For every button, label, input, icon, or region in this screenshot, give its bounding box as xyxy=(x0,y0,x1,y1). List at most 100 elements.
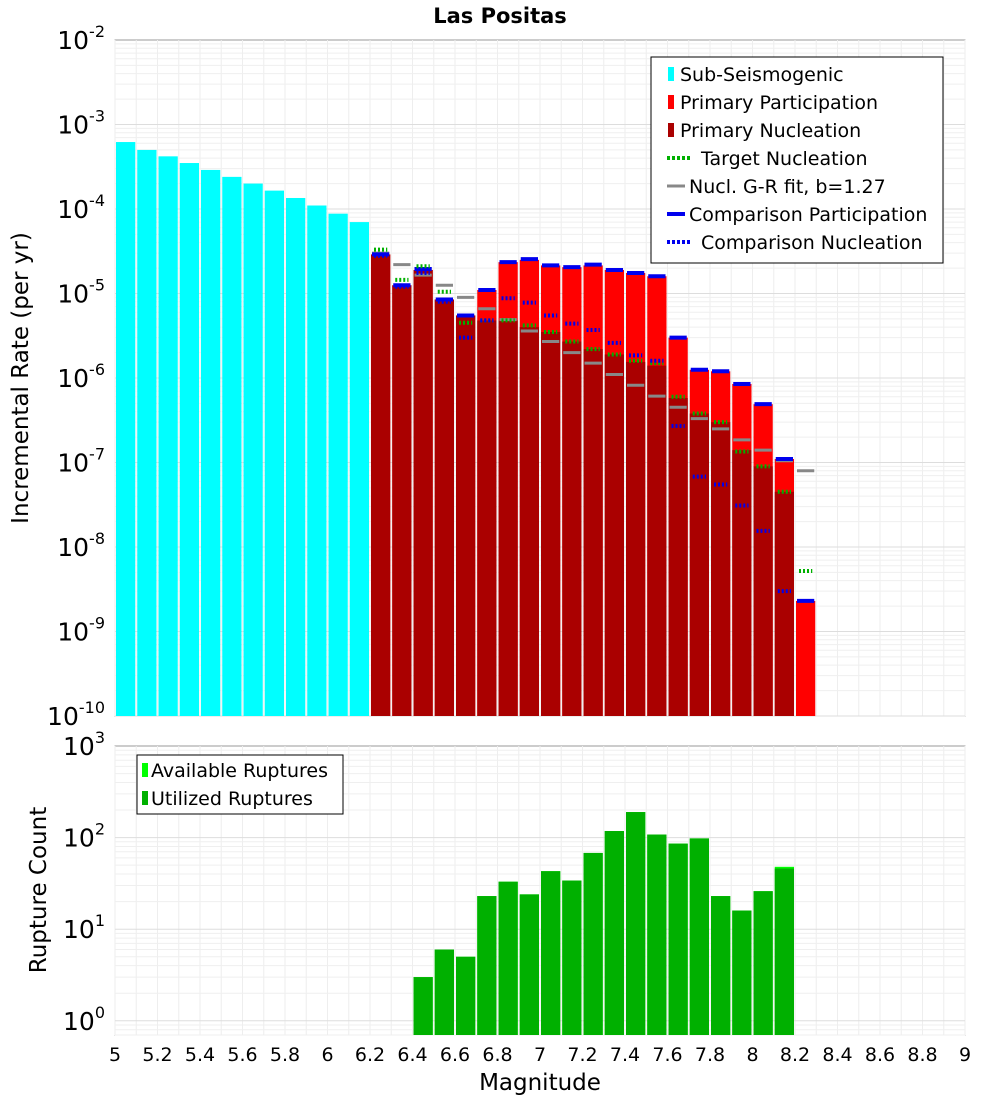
x-tick-label: 8.8 xyxy=(907,1044,937,1066)
bottom-legend-box xyxy=(136,754,344,815)
top-markers xyxy=(372,247,815,603)
primary-nucleation-bar xyxy=(732,450,752,716)
bottom-legend: Available Ruptures Utilized Ruptures xyxy=(136,754,344,815)
sub-seismogenic-bar xyxy=(222,176,242,717)
utilized-ruptures-bar xyxy=(689,838,709,1035)
top-y-tick-label: 10-7 xyxy=(57,445,105,478)
sub-seismogenic-bar xyxy=(328,213,348,716)
top-legend-label: Primary Participation xyxy=(680,92,878,114)
primary-nucleation-bar xyxy=(434,299,454,716)
primary-nucleation-bar xyxy=(477,320,497,716)
utilized-ruptures-bar xyxy=(753,891,773,1035)
sub-seismogenic-bar xyxy=(349,222,369,716)
x-tick-label: 7.4 xyxy=(610,1044,640,1066)
top-legend-label: Sub-Seismogenic xyxy=(680,64,844,86)
primary-nucleation-bar xyxy=(413,269,433,716)
primary-nucleation-bar xyxy=(392,285,412,716)
x-tick-label: 9 xyxy=(959,1044,971,1066)
x-tick-label: 7.8 xyxy=(695,1044,725,1066)
utilized-ruptures-bar xyxy=(647,834,667,1035)
primary-nucleation-bar xyxy=(519,327,539,716)
sub-seismogenic-bar xyxy=(179,163,199,716)
bottom-legend-label: Utilized Ruptures xyxy=(151,788,313,810)
x-tick-label: 6.2 xyxy=(355,1044,385,1066)
top-plot: 10-10 10-9 10-8 10-7 10-6 10-5 10-4 10-3 10-2 In… xyxy=(8,22,966,731)
legend-swatch-primary-participation xyxy=(668,95,674,109)
legend-swatch-utilized xyxy=(142,791,148,805)
utilized-ruptures-bar xyxy=(541,871,561,1035)
x-tick-label: 5.2 xyxy=(142,1044,172,1066)
x-tick-label: 8 xyxy=(746,1044,758,1066)
primary-nucleation-bar xyxy=(647,365,667,716)
bottom-legend-label: Available Ruptures xyxy=(151,760,328,782)
primary-nucleation-bar xyxy=(583,349,603,716)
utilized-ruptures-bar xyxy=(732,910,752,1035)
top-legend-label: Comparison Nucleation xyxy=(701,232,923,254)
primary-participation-bar xyxy=(796,600,816,716)
utilized-ruptures-bar xyxy=(604,831,624,1035)
chart-title: Las Positas xyxy=(433,4,567,28)
top-legend-label: Primary Nucleation xyxy=(680,120,861,142)
primary-nucleation-bar xyxy=(711,422,731,716)
primary-nucleation-bar xyxy=(689,413,709,716)
top-legend-label: Target Nucleation xyxy=(700,148,868,170)
primary-nucleation-bar xyxy=(668,397,688,716)
utilized-ruptures-bar xyxy=(562,880,582,1035)
x-tick-label: 5.8 xyxy=(270,1044,300,1066)
x-tick-label: 7.6 xyxy=(652,1044,682,1066)
top-legend-box xyxy=(650,56,944,264)
sub-seismogenic-bar xyxy=(137,149,157,717)
primary-nucleation-bar xyxy=(774,491,794,716)
x-tick-label: 8.6 xyxy=(865,1044,895,1066)
primary-nucleation-bar xyxy=(604,354,624,716)
utilized-ruptures-bar xyxy=(711,896,731,1035)
bottom-y-tick-label: 100 xyxy=(63,1003,105,1036)
x-tick-label: 7.2 xyxy=(567,1044,597,1066)
primary-nucleation-bar xyxy=(562,341,582,716)
utilized-ruptures-bar xyxy=(519,894,539,1035)
top-legend-label: Comparison Participation xyxy=(689,204,927,226)
bottom-y-tick-label: 101 xyxy=(63,911,105,944)
sub-seismogenic-bar xyxy=(286,197,306,716)
x-tick-label: 8.4 xyxy=(822,1044,852,1066)
bottom-bars xyxy=(413,812,794,1035)
x-tick-label: 5.4 xyxy=(185,1044,215,1066)
top-y-tick-label: 10-10 xyxy=(47,698,105,731)
top-y-tick-label: 10-2 xyxy=(57,22,105,55)
x-tick-label: 6.4 xyxy=(397,1044,427,1066)
bottom-y-tick-label: 103 xyxy=(63,728,105,761)
x-tick-label: 8.2 xyxy=(780,1044,810,1066)
primary-nucleation-bar xyxy=(753,466,773,716)
legend-swatch-primary-nucleation xyxy=(668,123,674,137)
utilized-ruptures-bar xyxy=(626,812,646,1035)
utilized-ruptures-bar xyxy=(456,956,476,1035)
primary-nucleation-bar xyxy=(456,315,476,716)
utilized-ruptures-bar xyxy=(434,949,454,1035)
x-tick-label: 6 xyxy=(321,1044,333,1066)
x-tick-label: 6.8 xyxy=(482,1044,512,1066)
top-bars xyxy=(116,142,816,717)
primary-nucleation-bar xyxy=(498,320,518,716)
top-y-tick-labels: 10-10 10-9 10-8 10-7 10-6 10-5 10-4 10-3 10-2 xyxy=(47,22,105,731)
utilized-ruptures-bar xyxy=(413,977,433,1035)
top-y-tick-label: 10-6 xyxy=(57,360,105,393)
legend-swatch-sub-seismogenic xyxy=(668,67,674,81)
top-legend: Sub-Seismogenic Primary Participation Prim… xyxy=(650,56,944,264)
sub-seismogenic-bar xyxy=(158,156,178,716)
sub-seismogenic-bar xyxy=(243,183,263,716)
utilized-ruptures-bar xyxy=(774,868,794,1035)
bottom-grid xyxy=(114,746,966,1036)
primary-nucleation-bar xyxy=(371,254,391,716)
x-tick-label: 5 xyxy=(109,1044,121,1066)
bottom-y-axis-label: Rupture Count xyxy=(26,807,52,973)
sub-seismogenic-bar xyxy=(264,190,284,716)
primary-nucleation-bar xyxy=(626,361,646,716)
bottom-y-tick-labels: 100 101 102 103 xyxy=(63,728,105,1036)
top-y-tick-label: 10-3 xyxy=(57,107,105,140)
x-axis-label: Magnitude xyxy=(479,1070,601,1096)
primary-nucleation-bar xyxy=(541,332,561,716)
x-tick-label: 5.6 xyxy=(227,1044,257,1066)
bottom-plot: 100 101 102 103 Rupture Count Available Rup… xyxy=(26,728,971,1096)
top-y-tick-label: 10-8 xyxy=(57,529,105,562)
